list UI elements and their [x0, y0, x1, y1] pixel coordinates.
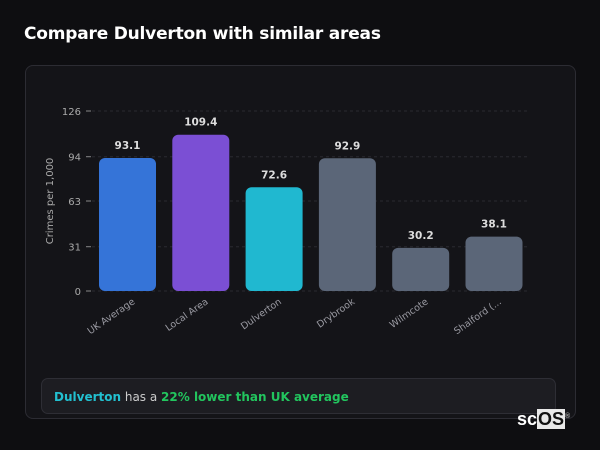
- bar: [318, 158, 376, 291]
- bar-value-label: 92.9: [334, 140, 360, 152]
- logo: scOS®: [517, 409, 571, 429]
- x-tick-label: Drybrook: [315, 296, 358, 330]
- bar: [99, 158, 156, 291]
- y-tick-label: 94: [68, 153, 81, 164]
- bar: [465, 236, 523, 291]
- x-tick-label: Wilmcote: [388, 296, 431, 331]
- bar: [172, 134, 230, 291]
- summary-box: Dulverton has a 22% lower than UK averag…: [41, 378, 556, 414]
- bar-value-label: 109.4: [184, 117, 217, 129]
- bar: [392, 247, 450, 291]
- y-tick-label: 0: [75, 287, 81, 298]
- bar-value-label: 30.2: [408, 230, 434, 242]
- summary-area: Dulverton: [54, 390, 122, 404]
- y-tick-label: 126: [62, 107, 81, 118]
- summary-text: has a: [121, 390, 162, 404]
- x-tick-label: UK Average: [86, 296, 138, 337]
- bar-value-label: 72.6: [261, 169, 287, 181]
- x-tick-label: Local Area: [164, 296, 211, 333]
- bar-value-label: 38.1: [481, 219, 507, 231]
- x-tick-label: Dulverton: [239, 296, 284, 332]
- y-tick-label: 31: [68, 243, 81, 254]
- bar: [245, 187, 303, 291]
- summary-comparison: 22% lower than UK average: [161, 390, 349, 404]
- y-axis-label: Crimes per 1,000: [45, 158, 56, 245]
- x-tick-label: Shalford (...: [452, 296, 504, 337]
- y-tick-label: 63: [68, 197, 81, 208]
- page-title: Compare Dulverton with similar areas: [24, 24, 381, 44]
- bar-value-label: 93.1: [115, 140, 141, 152]
